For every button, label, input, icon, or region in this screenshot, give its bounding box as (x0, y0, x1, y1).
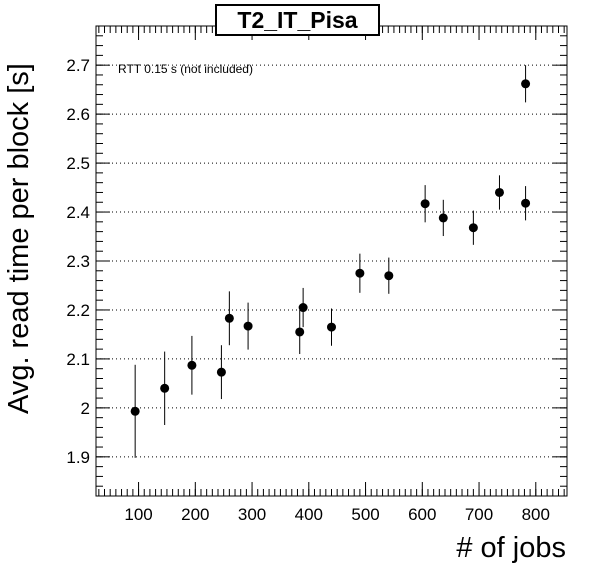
y-tick-label: 2.3 (66, 252, 90, 271)
data-point (521, 79, 531, 89)
y-grid-lines (96, 64, 567, 458)
data-point (327, 322, 336, 332)
y-tick-label: 1.9 (66, 448, 90, 467)
data-point (298, 303, 308, 313)
y-tick-label: 2.6 (66, 105, 90, 124)
data-point (521, 198, 531, 208)
x-axis-label: # of jobs (456, 532, 566, 564)
data-point (420, 199, 430, 209)
data-point (187, 360, 197, 370)
y-tick-labels: 1.9 2 2.1 2.2 2.3 2.4 2.5 2.6 2.7 (66, 56, 90, 467)
y-tick-label: 2 (81, 399, 90, 418)
data-point (384, 271, 394, 281)
y-tick-label: 2.5 (66, 154, 90, 173)
data-point (468, 223, 478, 233)
x-tick-label: 400 (295, 505, 323, 524)
axis-ticks (96, 25, 567, 497)
data-point (295, 327, 305, 337)
y-axis-label: Avg. read time per block [s] (3, 63, 35, 414)
x-tick-label: 100 (124, 505, 152, 524)
x-tick-label: 800 (522, 505, 550, 524)
x-tick-label: 700 (465, 505, 493, 524)
data-point (355, 268, 365, 278)
data-point (160, 383, 170, 393)
chart-title: T2_IT_Pisa (215, 4, 380, 36)
data-point (494, 187, 504, 197)
data-point (216, 367, 226, 377)
y-tick-label: 2.4 (66, 203, 90, 222)
y-tick-label: 2.7 (66, 56, 90, 75)
y-tick-label: 2.2 (66, 301, 90, 320)
y-tick-label: 2.1 (66, 350, 90, 369)
data-point (243, 321, 253, 331)
x-tick-label: 600 (408, 505, 436, 524)
data-points (130, 65, 531, 458)
x-tick-labels: 100 200 300 400 500 600 700 800 (124, 505, 550, 524)
annotation: RTT 0.15 s (not included) (118, 62, 253, 76)
x-tick-label: 200 (181, 505, 209, 524)
data-point (130, 406, 140, 416)
x-tick-label: 300 (238, 505, 266, 524)
data-point (438, 213, 448, 223)
data-point (224, 313, 234, 323)
x-tick-label: 500 (351, 505, 379, 524)
